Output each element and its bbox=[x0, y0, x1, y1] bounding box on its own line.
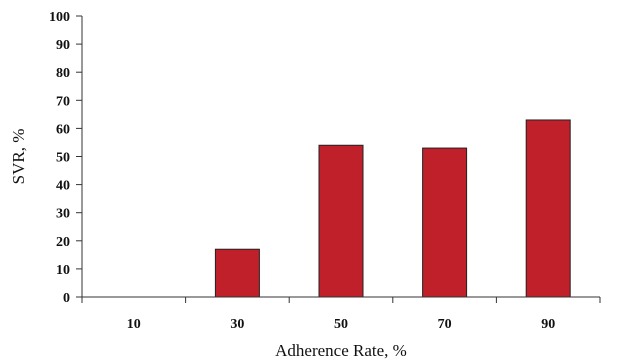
y-tick-label: 40 bbox=[56, 179, 70, 194]
y-tick-label: 100 bbox=[49, 10, 70, 25]
bar-50 bbox=[318, 144, 364, 298]
x-tick-label: 70 bbox=[438, 317, 452, 332]
x-axis-ticks: 10 30 50 70 90 bbox=[81, 297, 601, 332]
y-tick-label: 80 bbox=[56, 66, 70, 81]
x-tick-label: 30 bbox=[230, 317, 244, 332]
y-tick-label: 20 bbox=[56, 235, 70, 250]
y-tick-label: 50 bbox=[56, 151, 70, 166]
x-tick-label: 10 bbox=[127, 317, 141, 332]
bar-30 bbox=[214, 248, 260, 298]
y-tick-label: 0 bbox=[63, 291, 70, 306]
y-tick-label: 60 bbox=[56, 122, 70, 137]
y-tick-label: 10 bbox=[56, 263, 70, 278]
y-axis-title: SVR, % bbox=[9, 129, 28, 185]
bars bbox=[214, 119, 571, 298]
bar-90 bbox=[525, 119, 571, 298]
y-tick-label: 70 bbox=[56, 94, 70, 109]
bar-70 bbox=[422, 147, 468, 298]
x-axis-title: Adherence Rate, % bbox=[275, 341, 407, 360]
x-tick-label: 90 bbox=[541, 317, 555, 332]
y-axis-ticks: 0 10 20 30 40 50 60 70 80 90 100 bbox=[49, 10, 82, 306]
y-tick-label: 30 bbox=[56, 207, 70, 222]
x-tick-label: 50 bbox=[334, 317, 348, 332]
y-tick-label: 90 bbox=[56, 38, 70, 53]
